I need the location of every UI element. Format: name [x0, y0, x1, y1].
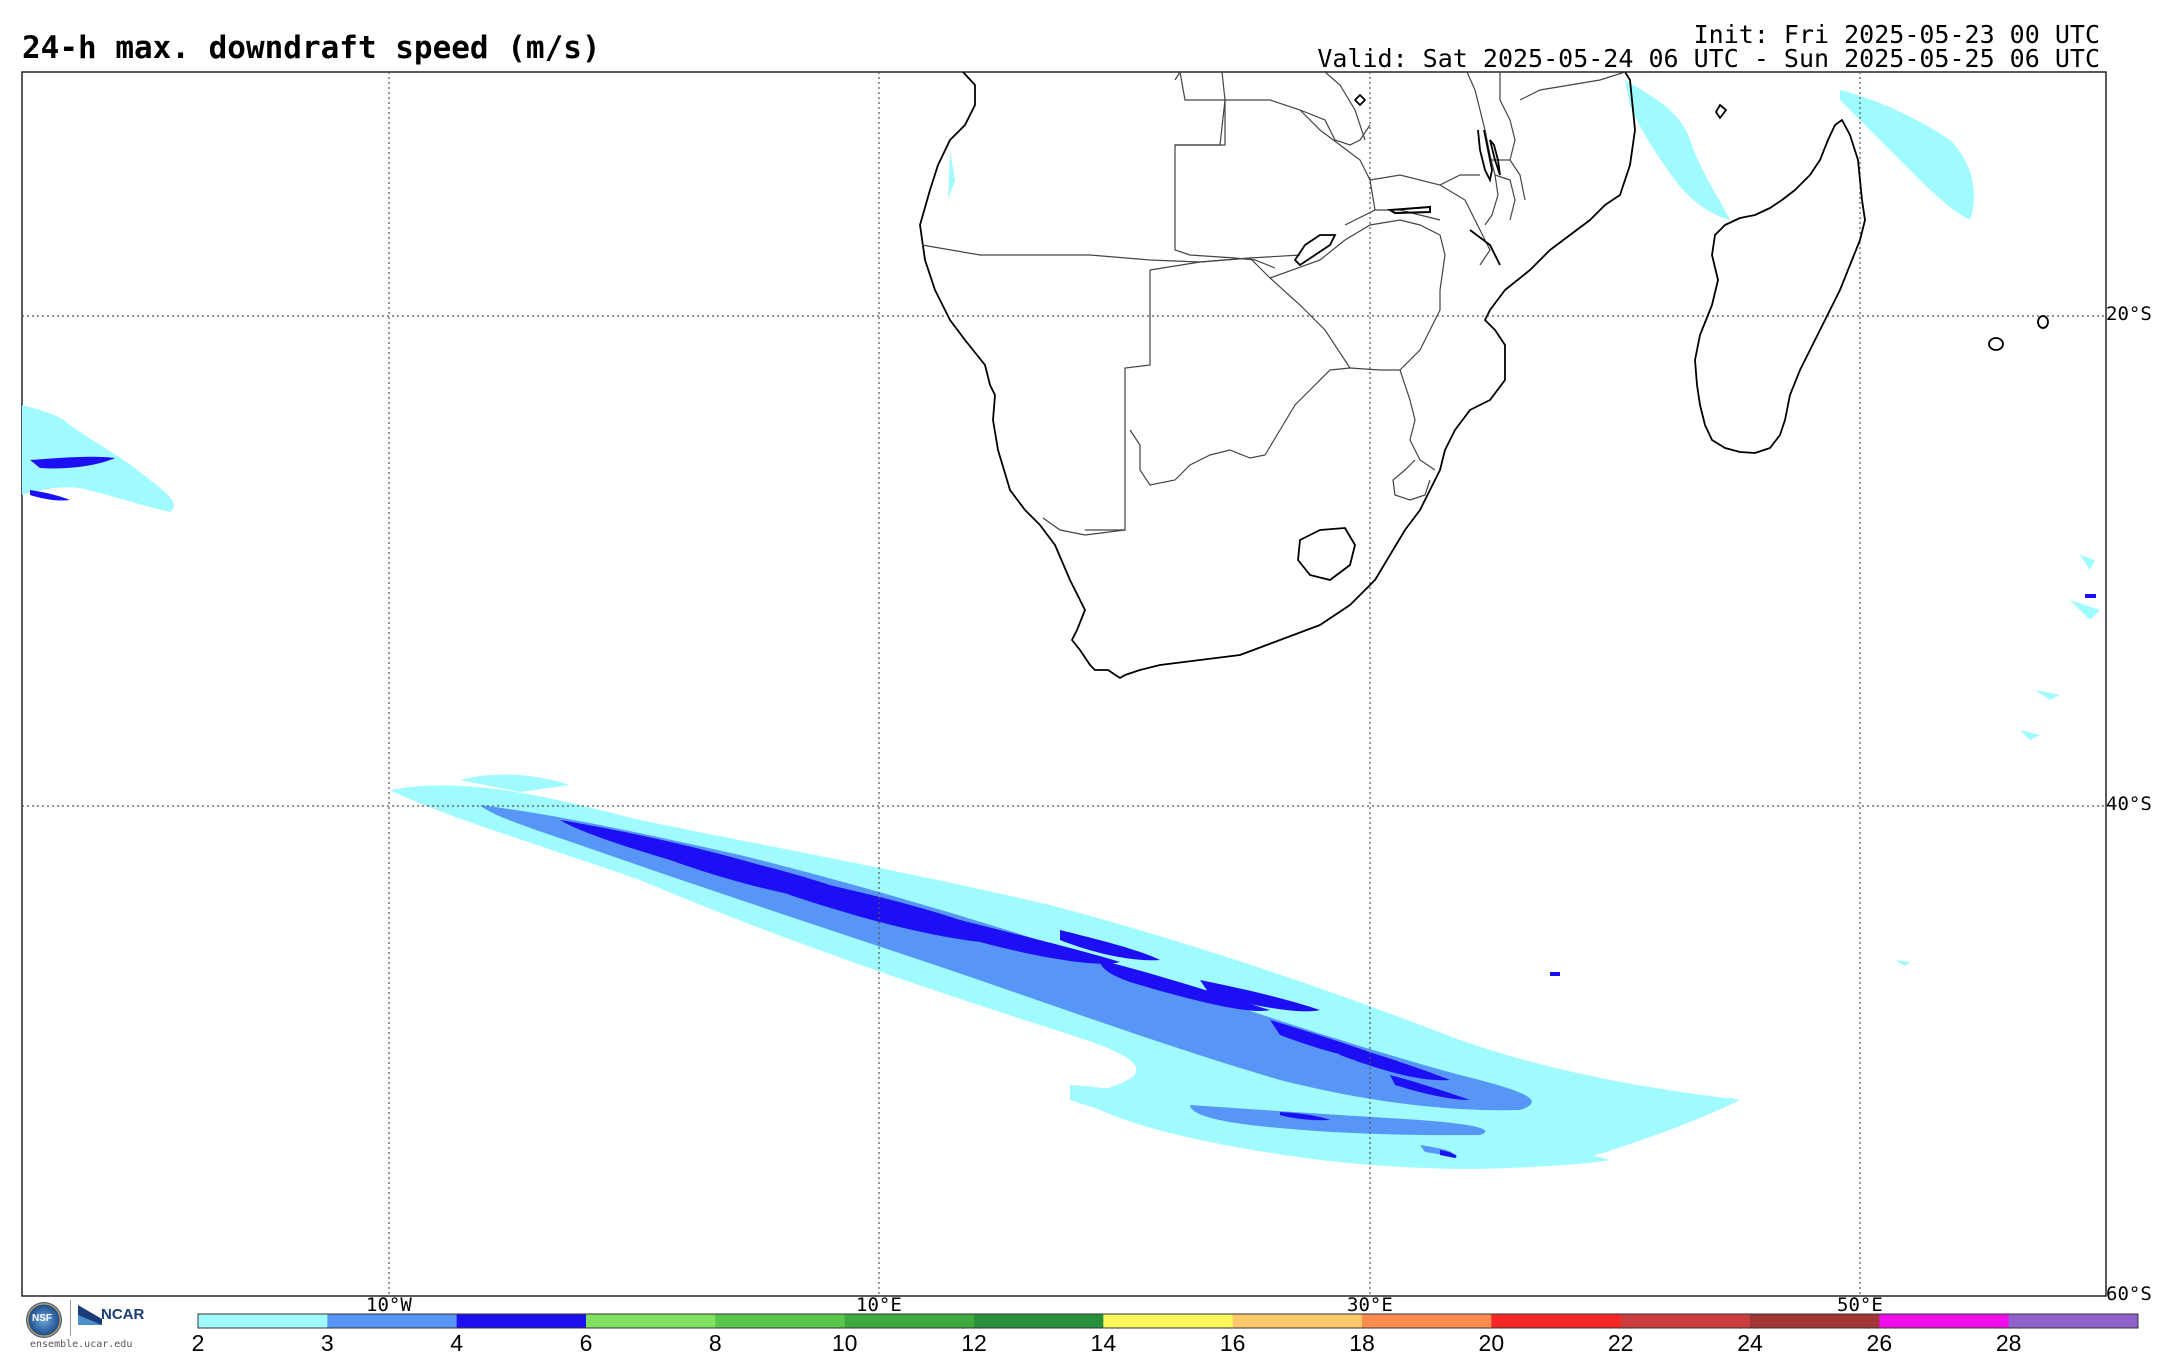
colorbar-swatch — [198, 1314, 328, 1328]
colorbar-swatch — [456, 1314, 587, 1328]
colorbar-tick-label: 12 — [961, 1330, 987, 1356]
colorbar-swatch — [974, 1314, 1104, 1328]
colorbar-tick-label: 2 — [191, 1330, 205, 1356]
colorbar-tick-label: 22 — [1607, 1330, 1634, 1356]
coastlines — [919, 72, 2049, 679]
colorbar-swatch — [1750, 1314, 1880, 1328]
colorbar-tick-label: 28 — [1995, 1330, 2022, 1356]
colorbar-tick-label: 8 — [708, 1330, 722, 1356]
colorbar-swatch — [1491, 1314, 1622, 1328]
colorbar — [197, 1313, 2139, 1329]
colorbar-tick-label: 4 — [450, 1330, 464, 1356]
website-label: ensemble.ucar.edu — [30, 1339, 133, 1350]
lat-label-20s: 20°S — [2106, 303, 2152, 325]
valid-time: Valid: Sat 2025-05-24 06 UTC - Sun 2025-… — [1317, 44, 2100, 73]
colorbar-swatch — [1232, 1314, 1363, 1328]
colorbar-swatch — [715, 1314, 846, 1328]
nsf-logo-text: NSF — [32, 1313, 52, 1324]
colorbar-tick-label: 14 — [1090, 1330, 1117, 1356]
colorbar-swatch — [586, 1314, 716, 1328]
colorbar-swatch — [1620, 1314, 1751, 1328]
nsf-logo: NSF — [26, 1302, 62, 1338]
lat-label-60s: 60°S — [2106, 1283, 2152, 1305]
init-time: Init: Fri 2025-05-23 00 UTC — [1693, 20, 2100, 49]
colorbar-tick-label: 3 — [320, 1330, 334, 1356]
colorbar-tick-label: 16 — [1219, 1330, 1246, 1356]
colorbar-swatch — [844, 1314, 975, 1328]
logo-divider — [70, 1300, 71, 1336]
ncar-icon — [78, 1305, 102, 1325]
graticule — [22, 72, 2106, 1296]
map-frame — [21, 71, 2107, 1297]
lon-label-30e: 30°E — [1347, 1294, 1393, 1316]
colorbar-swatch — [1103, 1314, 1234, 1328]
lon-label-10w: 10°W — [366, 1294, 412, 1316]
colorbar-swatch — [1362, 1314, 1492, 1328]
colorbar-tick-label: 6 — [579, 1330, 593, 1356]
colorbar-tick-label: 26 — [1866, 1330, 1893, 1356]
colorbar-tick-label: 10 — [831, 1330, 858, 1356]
downdraft-field — [22, 80, 2100, 1169]
colorbar-swatch — [2008, 1314, 2139, 1328]
colorbar-tick-label: 18 — [1349, 1330, 1375, 1356]
lat-label-40s: 40°S — [2106, 793, 2152, 815]
country-borders — [921, 72, 1728, 536]
colorbar-tick-label: 20 — [1478, 1330, 1505, 1356]
colorbar-tick-label: 24 — [1737, 1330, 1763, 1356]
map-title: 24-h max. downdraft speed (m/s) — [22, 30, 601, 66]
colorbar-swatch — [1879, 1314, 2010, 1328]
colorbar-swatch — [327, 1314, 458, 1328]
lon-label-50e: 50°E — [1837, 1294, 1883, 1316]
colorbar-frame — [197, 1313, 2139, 1329]
lon-label-10e: 10°E — [856, 1294, 902, 1316]
ncar-logo-text: NCAR — [101, 1306, 145, 1323]
